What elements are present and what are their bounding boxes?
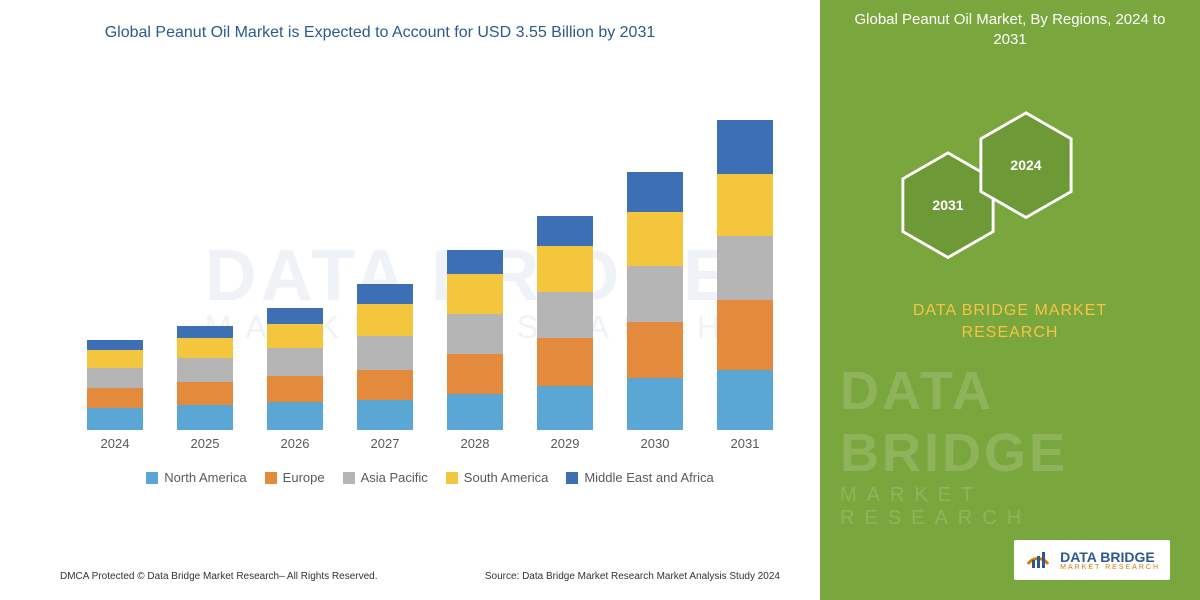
footer: DMCA Protected © Data Bridge Market Rese… (60, 571, 780, 582)
legend-swatch (343, 472, 355, 484)
hex-group: 2031 2024 (860, 100, 1180, 280)
bar-segment (447, 274, 503, 314)
bar-segment (537, 246, 593, 292)
bar-segment (87, 350, 143, 368)
bar-segment (717, 236, 773, 300)
bar-column (357, 284, 413, 430)
side-brand: DATA BRIDGE MARKET RESEARCH (820, 300, 1200, 345)
footer-right: Source: Data Bridge Market Research Mark… (485, 571, 780, 582)
bar-segment (177, 382, 233, 405)
legend-item: Europe (265, 470, 325, 485)
bar-segment (267, 324, 323, 348)
footer-left: DMCA Protected © Data Bridge Market Rese… (60, 571, 378, 582)
bar-segment (627, 172, 683, 212)
bar-segment (87, 340, 143, 350)
bar-segment (267, 348, 323, 376)
legend-swatch (146, 472, 158, 484)
bar-segment (177, 358, 233, 382)
chart-title: Global Peanut Oil Market is Expected to … (100, 22, 660, 44)
bar-segment (267, 308, 323, 324)
bar-segment (627, 378, 683, 430)
side-brand-line2: RESEARCH (820, 322, 1200, 344)
bar-segment (177, 405, 233, 430)
bar-segment (87, 388, 143, 408)
bar-column (87, 340, 143, 430)
logo-line1: DATA BRIDGE (1060, 550, 1160, 564)
legend-item: Middle East and Africa (566, 470, 713, 485)
bar-segment (717, 300, 773, 370)
bar-segment (87, 368, 143, 388)
bar-segment (357, 400, 413, 430)
legend-label: Asia Pacific (361, 470, 428, 485)
bar-segment (447, 250, 503, 274)
x-axis-label: 2025 (177, 436, 233, 460)
legend-swatch (446, 472, 458, 484)
bar-segment (537, 338, 593, 386)
bar-segment (717, 120, 773, 174)
logo-icon (1024, 546, 1052, 574)
bar-column (537, 216, 593, 430)
chart-area: DATA BRIDGE MARKET RESEARCH Global Peanu… (0, 0, 820, 600)
bar-column (177, 326, 233, 430)
bar-segment (627, 322, 683, 378)
bar-segment (357, 336, 413, 370)
bar-column (267, 308, 323, 430)
bar-segment (357, 284, 413, 304)
legend-label: South America (464, 470, 549, 485)
x-axis-label: 2029 (537, 436, 593, 460)
side-brand-line1: DATA BRIDGE MARKET (820, 300, 1200, 322)
bar-segment (267, 402, 323, 430)
logo-text: DATA BRIDGE MARKET RESEARCH (1060, 550, 1160, 571)
x-axis-labels: 2024 2025 2026 2027 2028 2029 2030 2031 (70, 436, 790, 460)
bar-segment (87, 408, 143, 430)
x-axis-label: 2030 (627, 436, 683, 460)
bar-segment (627, 266, 683, 322)
bar-segment (537, 216, 593, 246)
bar-segment (447, 314, 503, 354)
bar-segment (537, 292, 593, 338)
bar-segment (447, 394, 503, 430)
legend-label: Middle East and Africa (584, 470, 713, 485)
bar-column (447, 250, 503, 430)
side-title: Global Peanut Oil Market, By Regions, 20… (820, 10, 1200, 51)
x-axis-label: 2031 (717, 436, 773, 460)
bar-segment (537, 386, 593, 430)
legend-swatch (566, 472, 578, 484)
x-axis-label: 2028 (447, 436, 503, 460)
bar-segment (177, 338, 233, 358)
legend-item: North America (146, 470, 246, 485)
legend-item: South America (446, 470, 549, 485)
x-axis-label: 2024 (87, 436, 143, 460)
bar-segment (357, 304, 413, 336)
logo-line2: MARKET RESEARCH (1060, 564, 1160, 571)
legend-label: Europe (283, 470, 325, 485)
hex-label: 2031 (932, 197, 963, 213)
bar-segment (177, 326, 233, 338)
bar-segment (267, 376, 323, 402)
legend-label: North America (164, 470, 246, 485)
bar-segment (447, 354, 503, 394)
x-axis-label: 2026 (267, 436, 323, 460)
legend-swatch (265, 472, 277, 484)
hex-badge: 2024 (978, 110, 1074, 220)
hex-label: 2024 (1010, 157, 1041, 173)
x-axis-label: 2027 (357, 436, 413, 460)
bottom-logo: DATA BRIDGE MARKET RESEARCH (1014, 540, 1170, 580)
bar-column (627, 172, 683, 430)
side-panel: Global Peanut Oil Market, By Regions, 20… (820, 0, 1200, 600)
legend-item: Asia Pacific (343, 470, 428, 485)
bar-segment (717, 370, 773, 430)
legend: North America Europe Asia Pacific South Ame… (70, 470, 790, 485)
side-watermark: DATA BRIDGE MARKET RESEARCH (840, 360, 1180, 530)
plot-region: 2024 2025 2026 2027 2028 2029 2030 2031 (70, 80, 790, 460)
bar-column (717, 120, 773, 430)
bars-row (70, 80, 790, 430)
bar-segment (717, 174, 773, 236)
bar-segment (627, 212, 683, 266)
bar-segment (357, 370, 413, 400)
